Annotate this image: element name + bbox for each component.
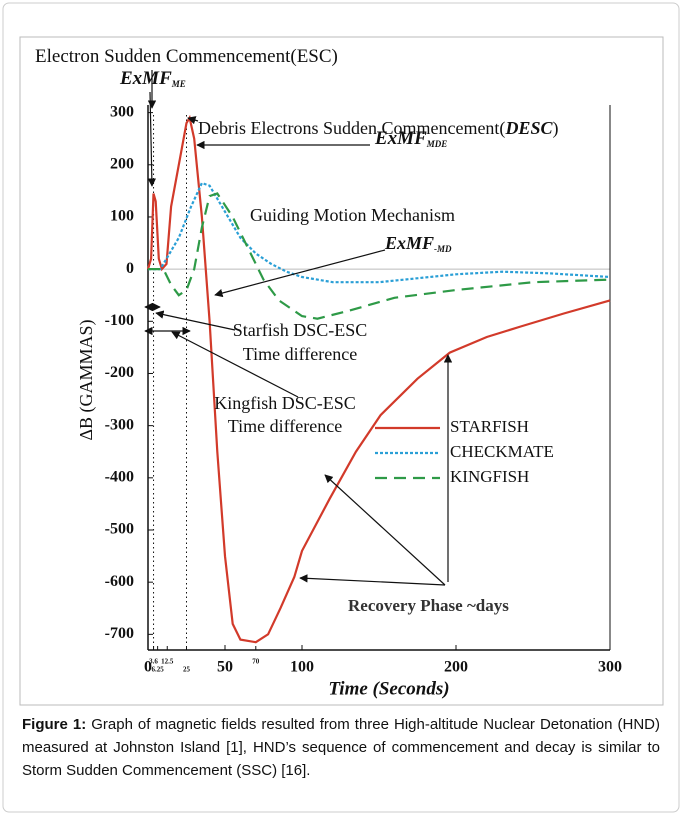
- x-minor-tick-label: 6.25: [152, 666, 165, 674]
- annotation: Kingfish DSC-ESC: [214, 393, 356, 413]
- annotation-text: Debris Electrons Sudden Commencement(: [198, 118, 505, 139]
- arrows: [144, 70, 453, 586]
- y-tick-label: -400: [105, 468, 134, 485]
- y-tick-label: -600: [105, 573, 134, 590]
- y-tick-label: 100: [110, 208, 134, 225]
- annotation-text: Recovery Phase ~days: [348, 596, 509, 615]
- y-tick-label: 0: [126, 260, 134, 277]
- annotation-emphasis: DESC: [504, 118, 553, 138]
- annotation-text: Kingfish DSC-ESC: [214, 393, 356, 413]
- annotation-text: ExMF: [374, 128, 427, 149]
- annotation: Recovery Phase ~days: [348, 596, 509, 615]
- annotation-text: Time difference: [243, 344, 357, 364]
- legend-label: KINGFISH: [450, 467, 529, 486]
- x-tick-label: 100: [290, 659, 314, 676]
- y-tick-label: -300: [105, 416, 134, 433]
- legend-label: CHECKMATE: [450, 442, 554, 461]
- annotation: ExMFME: [119, 68, 186, 89]
- series-line: [148, 181, 611, 284]
- legend-label: STARFISH: [450, 417, 529, 436]
- x-minor-tick-label: 12.5: [161, 658, 174, 666]
- x-minor-tick-label: 3.6: [149, 658, 158, 666]
- annotation-text: Electron Sudden Commencement(ESC): [35, 46, 338, 67]
- caption: Figure 1: Graph of magnetic fields resul…: [22, 713, 660, 782]
- annotation-text: Guiding Motion Mechanism: [250, 205, 455, 225]
- annotation: Guiding Motion Mechanism: [250, 205, 455, 225]
- y-tick-label: -100: [105, 312, 134, 329]
- x-tick-label: 200: [444, 659, 468, 676]
- plot: 300 200 100 0 -100 -200 -300 -400 -500 -600 -700 0 5…: [35, 46, 622, 699]
- x-axis-label: Time (Seconds): [328, 678, 449, 699]
- series-line: [146, 114, 611, 644]
- annotation: ExMFMDE: [374, 128, 447, 149]
- annotation-text: ExMF: [384, 233, 434, 253]
- y-axis-label: ΔB (GAMMAS): [76, 319, 97, 440]
- y-tick-label: 300: [110, 103, 134, 120]
- annotation: Electron Sudden Commencement(ESC): [35, 46, 338, 67]
- y-tick-label: 200: [110, 155, 134, 172]
- annotation-text: Time difference: [228, 416, 342, 436]
- x-tick-label: 50: [217, 659, 233, 676]
- annotation-subscript: MDE: [426, 139, 448, 149]
- x-tick-label: 300: [598, 659, 622, 676]
- annotation-subscript: ME: [171, 79, 186, 89]
- annotation-text: Starfish DSC-ESC: [233, 320, 368, 340]
- caption-label: Figure 1:: [22, 716, 87, 733]
- annotation: Debris Electrons Sudden Commencement(DES…: [198, 118, 558, 139]
- annotation: Starfish DSC-ESC: [233, 320, 368, 340]
- annotation-text-end: ): [552, 118, 558, 139]
- annotation: Time difference: [243, 344, 357, 364]
- y-tick-label: -700: [105, 625, 134, 642]
- x-minor-tick-label: 70: [252, 658, 260, 666]
- y-tick-label: -200: [105, 364, 134, 381]
- annotation-text: ExMF: [119, 68, 172, 89]
- annotation-subscript: -MD: [434, 244, 452, 254]
- figure-frame: [19, 36, 664, 706]
- annotation: ExMF-MD: [384, 233, 452, 254]
- annotation: Time difference: [228, 416, 342, 436]
- caption-text: Graph of magnetic fields resulted from t…: [22, 716, 661, 779]
- x-tick-label: 0: [144, 659, 152, 676]
- series-line: [148, 192, 611, 320]
- x-minor-tick-label: 25: [183, 666, 191, 674]
- y-tick-label: -500: [105, 521, 134, 538]
